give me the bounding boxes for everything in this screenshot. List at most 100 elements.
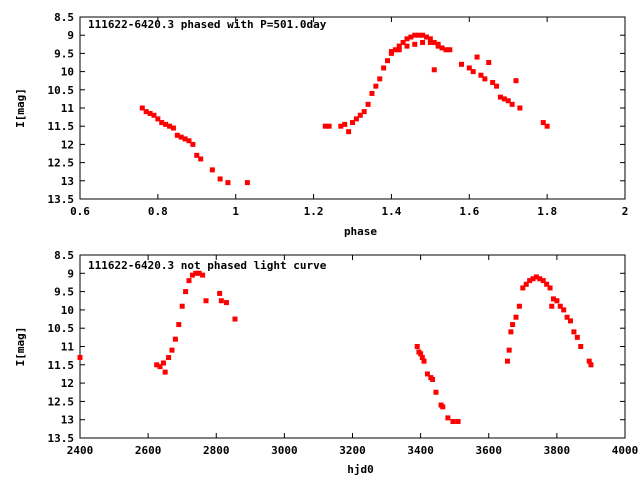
y-tick-label: 9 <box>67 29 74 42</box>
y-tick-label: 13.5 <box>48 432 75 445</box>
data-point <box>404 43 410 49</box>
y-tick-label: 11 <box>61 102 75 115</box>
y-axis-label: I[mag] <box>14 327 27 367</box>
data-point <box>427 39 433 45</box>
data-point <box>506 347 512 353</box>
y-tick-label: 10.5 <box>48 84 75 97</box>
data-point <box>486 60 492 65</box>
data-point <box>189 272 195 278</box>
data-point <box>154 362 160 368</box>
data-point <box>530 276 536 282</box>
data-point <box>392 47 398 53</box>
data-point <box>139 105 145 111</box>
data-point <box>194 152 200 158</box>
data-point <box>574 334 580 340</box>
data-point <box>176 322 182 328</box>
x-tick-label: 1.2 <box>304 205 324 218</box>
data-point <box>557 303 563 309</box>
data-point <box>77 354 83 360</box>
data-point <box>179 303 185 309</box>
data-point <box>414 344 420 349</box>
data-point <box>357 112 363 118</box>
data-point <box>424 371 430 377</box>
data-point <box>418 351 424 357</box>
data-point <box>396 47 402 53</box>
data-point <box>217 176 223 182</box>
x-tick-label: 0.6 <box>70 205 90 218</box>
data-point <box>381 65 387 71</box>
data-point <box>540 278 546 284</box>
data-point <box>513 78 519 84</box>
data-point <box>174 132 180 138</box>
data-point <box>385 58 391 64</box>
data-point <box>209 167 215 173</box>
x-axis-label: hjd0 <box>347 463 374 476</box>
data-point <box>427 36 433 42</box>
y-tick-label: 12 <box>61 377 74 390</box>
data-point <box>564 314 570 320</box>
data-point <box>361 109 367 115</box>
data-point <box>178 134 184 140</box>
data-point <box>147 110 153 116</box>
x-tick-label: 1.8 <box>537 205 557 218</box>
data-point <box>143 109 149 115</box>
data-point <box>412 32 418 38</box>
data-point <box>167 123 173 129</box>
data-point <box>342 121 348 127</box>
data-point <box>420 32 426 38</box>
y-axis-label: I[mag] <box>14 88 27 128</box>
data-point <box>198 156 204 162</box>
data-point <box>568 318 573 324</box>
y-tick-label: 9.5 <box>54 47 74 60</box>
data-point <box>494 83 500 89</box>
data-point <box>474 54 480 60</box>
data-point <box>533 274 539 280</box>
x-tick-label: 2800 <box>203 444 230 457</box>
data-point <box>544 281 550 287</box>
data-point <box>504 358 510 364</box>
data-point <box>353 116 359 122</box>
data-point <box>510 322 516 328</box>
data-point <box>225 180 231 186</box>
data-point <box>400 39 406 45</box>
y-tick-label: 9 <box>67 267 74 280</box>
data-point <box>170 125 176 131</box>
data-point <box>501 96 507 102</box>
y-tick-label: 8.5 <box>54 249 74 262</box>
chart-title: 111622-6420.3 not phased light curve <box>88 259 327 272</box>
y-tick-label: 10 <box>61 304 74 317</box>
data-point <box>447 47 453 53</box>
data-point <box>183 289 189 295</box>
data-point <box>172 336 178 342</box>
chart-panel-phased: 0.6 0.8 1 1.2 1.4 1.6 1.8 2 8.5 9 9.5 10 10.5 11 11.5 1… <box>14 11 628 238</box>
data-point <box>445 415 451 421</box>
data-point <box>586 358 592 364</box>
y-tick-label: 10 <box>61 66 74 79</box>
data-point <box>346 129 352 135</box>
y-tick-label: 11.5 <box>48 359 75 372</box>
x-tick-label: 2600 <box>135 444 162 457</box>
data-point <box>186 138 192 144</box>
y-tick-label: 8.5 <box>54 11 74 24</box>
data-point <box>408 34 414 40</box>
data-point <box>365 101 371 107</box>
data-point <box>540 120 546 126</box>
data-point <box>431 39 437 45</box>
data-point <box>547 285 553 291</box>
x-tick-label: 2400 <box>67 444 94 457</box>
data-point <box>578 344 584 349</box>
data-point <box>186 278 192 284</box>
data-point <box>470 69 476 75</box>
data-point <box>159 120 165 126</box>
data-point <box>517 105 523 111</box>
y-tick-label: 12.5 <box>48 157 75 170</box>
data-point <box>416 32 422 38</box>
x-tick-label: 4000 <box>612 444 639 457</box>
data-point <box>160 360 166 366</box>
data-point <box>169 347 175 353</box>
x-tick-label: 1 <box>232 205 239 218</box>
y-tick-label: 12.5 <box>48 395 75 408</box>
data-point <box>430 376 436 382</box>
data-point <box>419 354 425 360</box>
